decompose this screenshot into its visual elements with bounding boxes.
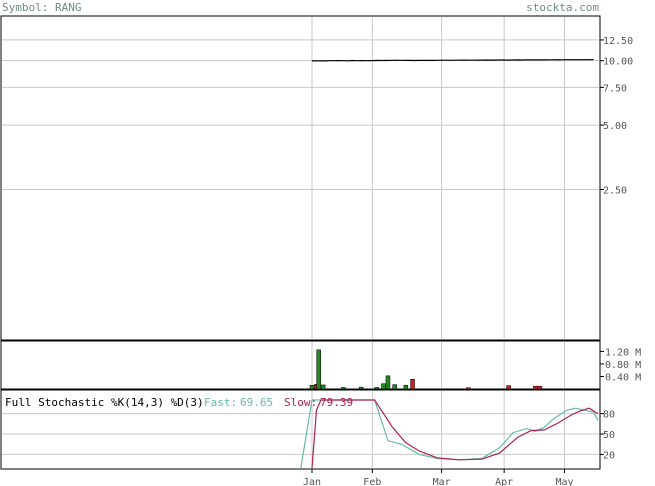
slow-d-line: [311, 399, 599, 469]
volume-bar: [374, 387, 380, 390]
price-tick-label: 5.00: [603, 121, 627, 132]
volume-bar: [320, 384, 326, 390]
volume-bar: [358, 386, 364, 390]
price-tick-label: 7.50: [603, 83, 627, 94]
volume-bar: [537, 385, 543, 390]
price-tick-label: 12.50: [603, 36, 633, 47]
site-label: stockta.com: [526, 1, 599, 14]
slow-label: Slow:: [284, 396, 317, 409]
volume-bar: [385, 375, 391, 390]
x-axis: Jan Feb Mar Apr May: [303, 469, 574, 486]
volume-bar: [381, 383, 386, 390]
volume-tick-label: 0.40 M: [605, 372, 641, 383]
slow-value: 79.39: [320, 396, 353, 409]
price-tick-label: 2.50: [603, 185, 627, 196]
price-line: [312, 59, 594, 62]
fast-value: 69.65: [240, 396, 273, 409]
volume-bar: [309, 384, 315, 390]
stochastic-panel: 80 50 20 Full Stochastic %K(14,3) %D(3) Fa…: [0, 389, 615, 470]
volume-bar: [341, 387, 346, 390]
stochastic-title: Full Stochastic %K(14,3) %D(3): [5, 396, 204, 409]
volume-bar: [403, 384, 409, 390]
volume-bar: [316, 349, 321, 390]
month-tick-label: Mar: [433, 477, 451, 486]
volume-bar: [466, 387, 471, 390]
month-tick-label: Feb: [363, 477, 381, 486]
stochastic-tick-label: 50: [603, 430, 615, 441]
price-panel: 12.50 10.00 7.50 5.00 2.50: [0, 15, 633, 341]
month-tick-label: Apr: [495, 477, 513, 486]
stochastic-tick-label: 80: [603, 410, 615, 421]
volume-panel: 1.20 M 0.80 M0.40 M: [0, 340, 641, 390]
volume-tick-label: 1.20 M: [605, 347, 641, 358]
fast-label: Fast:: [204, 396, 237, 409]
volume-bar: [392, 384, 397, 390]
volume-bar: [410, 379, 415, 390]
volume-tick-label: 0.80 M: [605, 360, 641, 371]
volume-bar: [533, 385, 538, 390]
price-tick-label: 10.00: [603, 57, 633, 68]
month-tick-label: May: [555, 477, 573, 486]
volume-bar: [506, 385, 511, 390]
symbol-label: Symbol: RANG: [2, 1, 81, 14]
month-tick-label: Jan: [303, 477, 321, 486]
stochastic-tick-label: 20: [603, 450, 615, 461]
